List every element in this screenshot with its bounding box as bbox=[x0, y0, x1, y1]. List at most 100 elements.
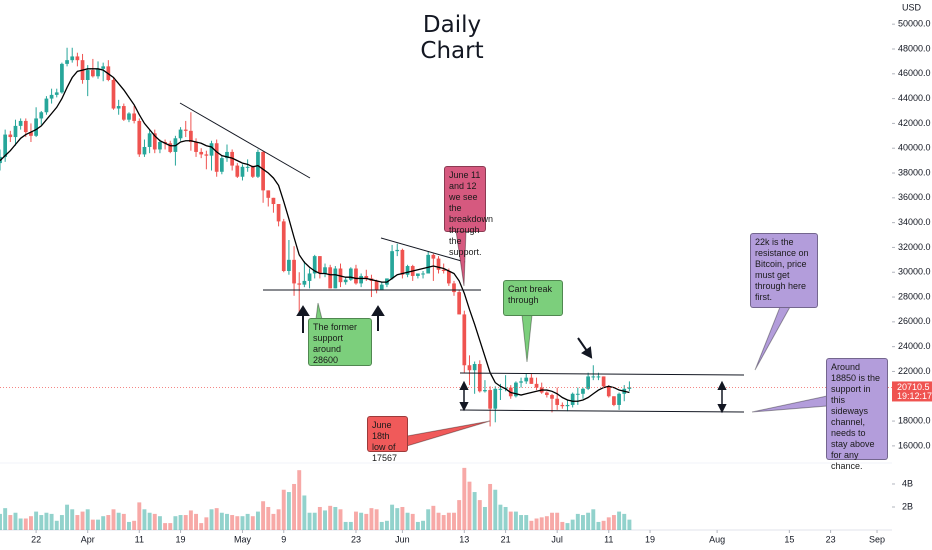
candle-body bbox=[457, 292, 462, 315]
candle-body bbox=[194, 142, 198, 152]
volume-bar bbox=[292, 483, 297, 530]
arrow-head bbox=[717, 380, 727, 390]
volume-bar bbox=[168, 523, 173, 530]
candle-body bbox=[256, 151, 260, 177]
volume-bar bbox=[348, 521, 353, 530]
candle-body bbox=[261, 151, 265, 191]
candle-body bbox=[379, 284, 384, 290]
x-tick-label: 13 bbox=[459, 534, 469, 544]
volume-bar bbox=[581, 515, 585, 530]
volume-bar bbox=[297, 470, 302, 530]
volume-bar bbox=[80, 511, 85, 530]
y-tick-label: 36000.0 bbox=[898, 192, 931, 202]
volume-bar bbox=[214, 508, 219, 530]
annotation: The former support around 28600 bbox=[308, 318, 372, 366]
candle-body bbox=[225, 151, 229, 159]
volume-bar bbox=[255, 511, 260, 530]
candle-body bbox=[488, 390, 492, 409]
volume-bar bbox=[555, 512, 560, 530]
candle-body bbox=[183, 129, 188, 131]
volume-bar bbox=[457, 500, 462, 530]
volume-bar bbox=[384, 520, 389, 530]
volume-bar bbox=[44, 512, 49, 530]
volume-bar bbox=[508, 511, 513, 530]
candle-body bbox=[333, 268, 338, 289]
volume-bar bbox=[116, 512, 121, 530]
y-tick-label: 34000.0 bbox=[898, 217, 931, 227]
volume-bar bbox=[276, 509, 281, 530]
volume-bar bbox=[163, 523, 168, 530]
candle-body bbox=[281, 221, 286, 271]
x-tick-label: Apr bbox=[81, 534, 95, 544]
trend-line bbox=[179, 102, 311, 179]
volume-bar bbox=[534, 518, 539, 530]
y-tick-label: 40000.0 bbox=[898, 143, 931, 153]
volume-bar bbox=[452, 512, 456, 530]
volume-bar bbox=[328, 505, 333, 530]
x-tick-label: 11 bbox=[135, 534, 144, 544]
x-tick-label: 22 bbox=[31, 534, 41, 544]
callout-tail bbox=[315, 302, 323, 320]
candle-body bbox=[302, 280, 307, 285]
candle-body bbox=[65, 60, 69, 64]
volume-bar bbox=[204, 517, 209, 530]
chart-title: Daily Chart bbox=[420, 12, 484, 64]
volume-bar bbox=[519, 515, 524, 530]
channel-bottom bbox=[459, 409, 745, 413]
candle-body bbox=[493, 388, 498, 409]
last-price-box bbox=[892, 381, 932, 402]
volume-bar bbox=[245, 513, 250, 530]
volume-bar bbox=[338, 509, 343, 530]
x-tick-label: 19 bbox=[176, 534, 186, 544]
y-tick-label: 48000.0 bbox=[898, 43, 931, 53]
volume-bar bbox=[503, 506, 508, 530]
candle-body bbox=[606, 386, 611, 397]
y-tick-label: 30000.0 bbox=[898, 267, 931, 277]
candle-body bbox=[307, 273, 312, 281]
volume-bar bbox=[18, 518, 23, 530]
candle-body bbox=[235, 165, 240, 177]
arrow-head bbox=[717, 404, 727, 414]
y-tick-label: 24000.0 bbox=[898, 341, 931, 351]
volume-bar bbox=[617, 511, 622, 530]
y-tick-label: 28000.0 bbox=[898, 291, 931, 301]
volume-bar bbox=[317, 506, 322, 530]
x-tick-label: 15 bbox=[784, 534, 794, 544]
candle-body bbox=[18, 120, 23, 126]
candle-body bbox=[348, 268, 353, 280]
candle-body bbox=[240, 166, 245, 177]
candle-body bbox=[121, 106, 126, 120]
last-price-label: 20710.5 bbox=[897, 382, 930, 392]
candle-body bbox=[318, 256, 322, 274]
candle-body bbox=[328, 267, 333, 289]
y-tick-label: 38000.0 bbox=[898, 167, 931, 177]
candle-body bbox=[29, 132, 33, 136]
volume-bar bbox=[286, 492, 291, 530]
candle-body bbox=[519, 381, 523, 383]
volume-bar bbox=[364, 513, 369, 530]
volume-bar bbox=[400, 506, 405, 530]
arrow-head bbox=[581, 346, 593, 359]
x-tick-label: Aug bbox=[709, 534, 725, 544]
x-tick-label: 19 bbox=[645, 534, 655, 544]
annotation: Cant break through bbox=[503, 280, 563, 316]
candle-body bbox=[596, 376, 601, 378]
volume-bar bbox=[132, 520, 137, 530]
candle-body bbox=[44, 98, 49, 113]
candle-body bbox=[75, 56, 80, 61]
y-tick-label: 26000.0 bbox=[898, 316, 931, 326]
volume-bar bbox=[374, 509, 379, 530]
volume-bar bbox=[281, 489, 286, 530]
volume-bar bbox=[343, 521, 348, 530]
volume-bar bbox=[606, 517, 611, 530]
candle-body bbox=[560, 404, 565, 407]
arrows bbox=[296, 305, 727, 414]
volume-bar bbox=[85, 509, 90, 530]
volume-bar bbox=[544, 516, 549, 530]
candle-body bbox=[441, 269, 446, 271]
candle-body bbox=[147, 133, 152, 147]
volume-bar bbox=[323, 510, 327, 530]
candle-body bbox=[550, 395, 554, 399]
y-tick-label: 44000.0 bbox=[898, 93, 931, 103]
candle-body bbox=[168, 143, 173, 152]
